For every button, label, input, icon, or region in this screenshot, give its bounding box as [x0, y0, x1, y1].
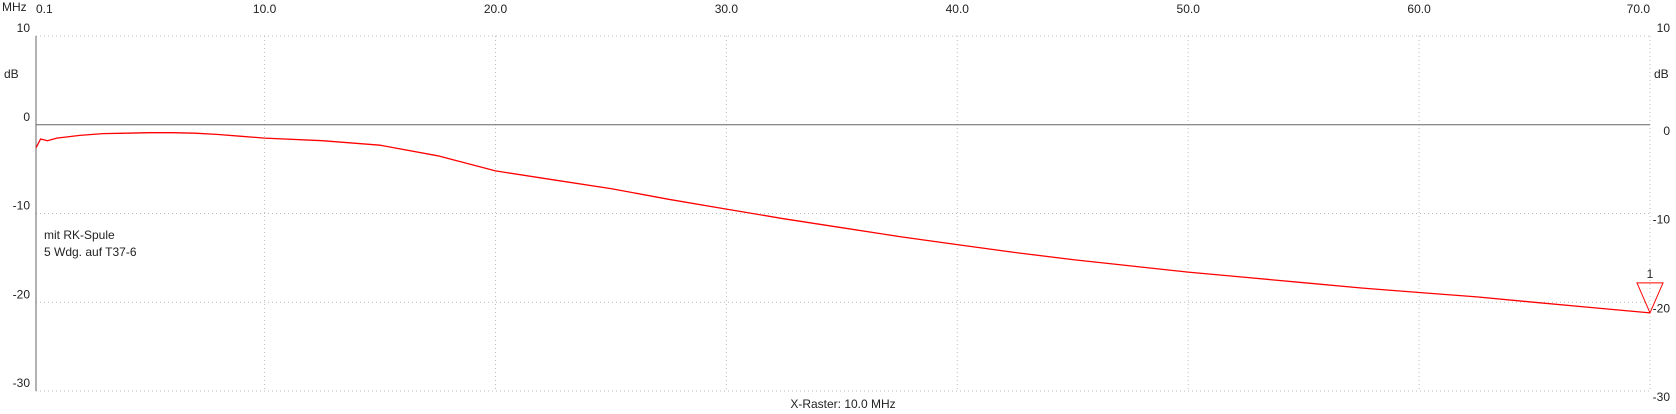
x-tick-label: 20.0	[484, 2, 508, 16]
y-tick-label: -30	[1653, 390, 1671, 404]
y-tick-label: -20	[1653, 301, 1671, 315]
x-tick-label: 30.0	[715, 2, 739, 16]
x-tick-label: 10.0	[253, 2, 277, 16]
y-tick-label: 0	[23, 110, 30, 124]
y-tick-label: -30	[13, 376, 31, 390]
y-tick-label: 10	[17, 21, 31, 35]
x-tick-label: 60.0	[1407, 2, 1431, 16]
y-tick-label: 0	[1663, 124, 1670, 138]
x-label: X-Raster: 10.0 MHz	[790, 397, 895, 411]
y-unit-left: dB	[4, 67, 19, 81]
x-unit: MHz	[2, 0, 27, 14]
x-tick-label: 0.1	[36, 2, 53, 16]
annotation: mit RK-Spule	[44, 228, 115, 242]
x-tick-label: 50.0	[1177, 2, 1201, 16]
x-tick-label: 40.0	[946, 2, 970, 16]
marker-label: 1	[1647, 267, 1654, 281]
y-tick-label: -20	[13, 287, 31, 301]
y-tick-label: -10	[1653, 213, 1671, 227]
y-tick-label: -10	[13, 199, 31, 213]
marker	[1636, 282, 1664, 315]
line	[35, 132, 1651, 314]
x-tick-label: 70.0	[1627, 2, 1651, 16]
y-unit-right: dB	[1654, 67, 1669, 81]
annotation: 5 Wdg. auf T37-6	[44, 245, 137, 259]
y-tick-label: 10	[1657, 21, 1671, 35]
